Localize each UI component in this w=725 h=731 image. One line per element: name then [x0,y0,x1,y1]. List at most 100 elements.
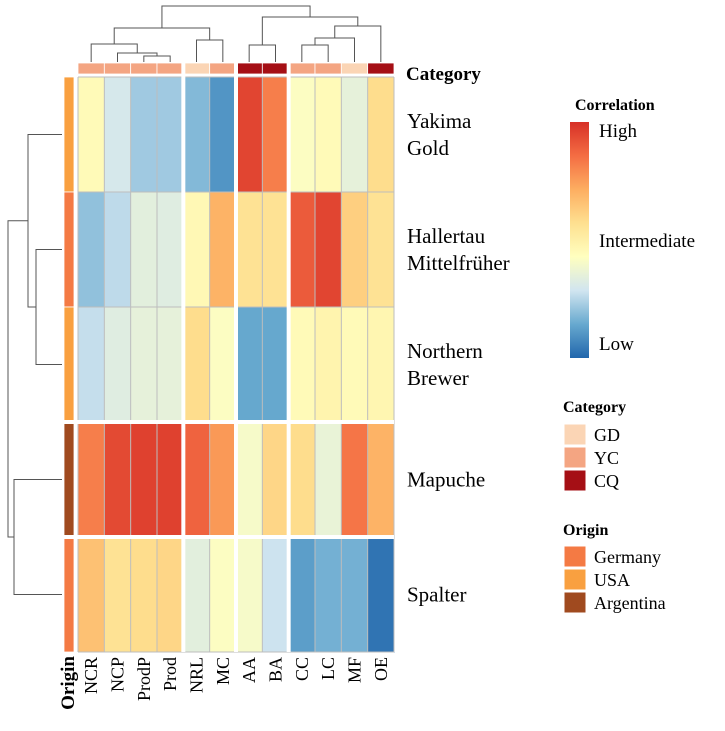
category-legend-label: GD [594,425,620,445]
row-label: Hallertau [407,224,486,248]
column-label: NCR [81,657,101,694]
heatmap-cell [341,77,369,193]
dendrogram-branch [334,25,382,62]
category-annotation-label: Category [406,64,481,85]
heatmap-cell [130,77,158,193]
heatmap-cell [341,307,369,423]
heatmap-cell [157,537,184,653]
row-label: Brewer [407,366,469,390]
dendrogram-branch [117,52,158,62]
heatmap-cell [288,77,316,193]
dendrogram-branch [113,27,211,44]
dendrogram-branch [7,220,28,538]
column-label: BA [266,657,286,682]
heatmap-cell [183,77,211,193]
category-cell [130,62,158,75]
category-cell [235,62,263,75]
heatmap-cell [367,307,395,423]
heatmap-cell [262,537,290,653]
heatmap-cell [183,307,211,423]
heatmap-cell [183,537,211,653]
origin-swatch [563,545,587,568]
heatmap-cell [157,77,184,193]
heatmap-cell [262,192,290,308]
heatmap-cell [236,77,263,193]
category-cell [367,62,395,75]
heatmap-cell [78,192,105,308]
dendrogram-branch [301,44,329,62]
correlation-legend-label: Low [599,334,634,355]
origin-swatch [563,568,587,591]
heatmap-cell [367,537,395,653]
dendrogram-branch [35,249,62,365]
category-legend-label: CQ [594,471,619,491]
heatmap-cell [288,422,316,538]
heatmap-cell [104,192,132,308]
origin-cell [63,536,75,653]
row-label: Spalter [407,583,466,607]
heatmap-cell [209,537,237,653]
heatmap-cell [130,192,158,308]
heatmap-cell [315,307,342,423]
category-cell [103,62,132,75]
heatmap-cell [315,537,342,653]
heatmap-cell [183,422,211,538]
column-label: LC [318,657,338,680]
heatmap-cell [130,422,158,538]
heatmap-cell [236,307,263,423]
column-label: CC [292,657,312,681]
correlation-colorbar [570,122,589,358]
row-label: Gold [407,136,450,160]
heatmap-cell [104,422,132,538]
category-legend-title: Category [563,399,626,416]
heatmap-cell [262,422,290,538]
row-dendrogram [7,134,62,595]
heatmap-cell [78,422,105,538]
heatmap-cell [157,192,184,308]
dendrogram-branch [314,37,355,62]
heatmap-cell [209,192,237,308]
heatmap-cell [209,307,237,423]
category-swatch [563,446,587,469]
heatmap-cell [209,422,237,538]
dendrogram-branch [261,16,359,45]
correlation-legend-label: Intermediate [599,231,695,252]
category-cell [288,62,316,75]
category-cell [156,62,184,75]
category-cell [261,62,290,75]
dendrogram-branch [161,5,311,28]
heatmap-cell [209,77,237,193]
column-label: ProdP [134,657,154,701]
column-label: MF [345,657,365,683]
dendrogram-branch [143,55,171,62]
category-swatch [563,423,587,446]
correlation-legend-title: Correlation [575,97,655,114]
category-swatch [563,469,587,492]
heatmap-cell [78,307,105,423]
heatmap-cell [367,77,395,193]
dendrogram-branch [196,39,224,62]
category-cell [314,62,342,75]
category-cell [209,62,237,75]
origin-cell [63,421,75,538]
dendrogram-branch [27,134,62,308]
column-label: NRL [187,657,207,693]
category-cell [77,62,105,75]
heatmap-cell [104,77,132,193]
origin-legend-label: Argentina [594,593,666,613]
heatmap-cell [262,307,290,423]
column-labels: NCR NCP ProdP Prod NRL MC AA BA CC LC MF OE [81,657,391,701]
heatmap-cell [157,307,184,423]
heatmap-cell [315,422,342,538]
heatmap-cell [288,537,316,653]
heatmap-cell [236,192,263,308]
heatmap-cell [341,192,369,308]
heatmap-cell [130,537,158,653]
heatmap-cell [236,422,263,538]
heatmap-cell [78,77,105,193]
column-label: Prod [160,657,180,691]
heatmap-cell [236,537,263,653]
heatmap-cell [262,77,290,193]
category-cell [182,62,211,75]
